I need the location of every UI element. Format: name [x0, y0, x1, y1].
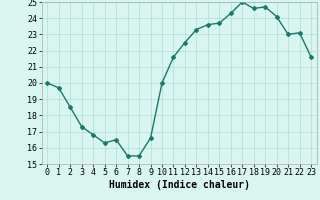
X-axis label: Humidex (Indice chaleur): Humidex (Indice chaleur) [109, 180, 250, 190]
